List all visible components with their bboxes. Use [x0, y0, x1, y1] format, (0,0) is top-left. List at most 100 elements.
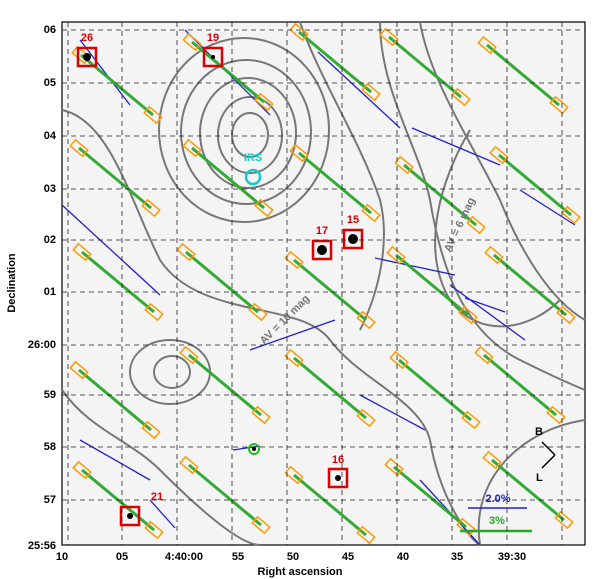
blue-vector — [374, 257, 456, 276]
error-box — [458, 305, 478, 325]
compass: B L — [535, 426, 556, 484]
error-box — [141, 420, 161, 440]
y-tick-label: 59 — [44, 389, 56, 401]
green-vector — [188, 353, 262, 417]
y-tick-label: 03 — [44, 183, 56, 195]
error-box — [254, 198, 274, 218]
error-box — [556, 305, 576, 325]
error-box — [461, 410, 481, 430]
x-tick-label: 10 — [56, 551, 68, 563]
error-box — [384, 457, 404, 477]
error-box — [284, 465, 304, 485]
source-label: 15 — [347, 214, 359, 226]
error-box — [289, 22, 309, 42]
green-vector — [403, 163, 477, 227]
green-vector — [398, 358, 472, 422]
error-box — [182, 32, 202, 52]
green-vector — [483, 353, 557, 417]
error-box — [489, 145, 509, 165]
source-labels: 26 19 17 15 16 21 IRS — [81, 32, 359, 503]
green-vector — [486, 43, 560, 107]
error-box — [289, 143, 309, 163]
source-label: 16 — [332, 454, 344, 466]
y-tick-label: 58 — [44, 441, 56, 453]
blue-vector — [61, 204, 161, 296]
green-vector — [498, 153, 572, 217]
irs-label: IRS — [244, 152, 262, 164]
source-label: 19 — [207, 32, 219, 44]
green-vector — [293, 356, 367, 420]
error-box — [554, 510, 574, 530]
y-axis-label: Declination — [6, 253, 18, 313]
error-box — [141, 198, 161, 218]
green-vector — [293, 258, 367, 322]
green-vector — [388, 35, 462, 99]
error-box — [251, 405, 271, 425]
source-label: 26 — [81, 32, 93, 44]
source-label: 17 — [316, 225, 328, 237]
blue-vector — [449, 284, 526, 341]
y-tick-label: 02 — [44, 234, 56, 246]
green-vector — [395, 253, 469, 317]
blue-vector — [317, 51, 401, 129]
green-vector — [78, 368, 152, 432]
error-box — [379, 27, 399, 47]
x-tick-label: 05 — [116, 551, 128, 563]
polarization-vectors — [61, 22, 581, 546]
y-tick-label: 01 — [44, 286, 56, 298]
error-box — [179, 345, 199, 365]
green-vector — [393, 465, 467, 529]
error-box — [144, 302, 164, 322]
scale-label: 2.0% — [485, 493, 510, 505]
error-box — [284, 250, 304, 270]
x-tick-label: 4:40:00 — [165, 551, 203, 563]
error-box — [451, 87, 471, 107]
y-tick-label: 05 — [44, 77, 56, 89]
y-tick-label: 04 — [44, 130, 57, 142]
compass-label: B — [535, 426, 543, 438]
error-box — [474, 345, 494, 365]
x-tick-label: 35 — [451, 551, 463, 563]
error-box — [69, 138, 89, 158]
blue-vector — [411, 127, 501, 166]
error-box — [254, 92, 274, 112]
blue-vector — [149, 499, 176, 529]
x-axis-label: Right ascension — [258, 566, 343, 578]
error-box — [72, 242, 92, 262]
x-tick-label: 50 — [287, 551, 299, 563]
error-box — [356, 310, 376, 330]
error-box — [179, 455, 199, 475]
sources — [76, 46, 364, 527]
error-box — [144, 520, 164, 540]
error-box — [561, 205, 581, 225]
green-vector — [493, 253, 567, 317]
source-label: 21 — [151, 491, 163, 503]
green-vector — [185, 250, 259, 314]
error-box — [143, 105, 163, 125]
error-box — [284, 348, 304, 368]
error-box — [386, 245, 406, 265]
green-vector — [78, 146, 152, 210]
error-box — [482, 450, 502, 470]
blue-vector — [359, 394, 426, 431]
y-tick-label: 25:56 — [28, 540, 56, 552]
error-box — [356, 408, 376, 428]
error-box — [361, 82, 381, 102]
green-vector — [293, 473, 367, 537]
x-tick-label: 45 — [342, 551, 354, 563]
error-box — [248, 302, 268, 322]
green-vector — [191, 146, 265, 210]
error-box — [72, 460, 92, 480]
green-vector — [491, 458, 565, 522]
x-tick-label: 39:30 — [498, 551, 526, 563]
compass-label: L — [536, 472, 543, 484]
error-box — [361, 203, 381, 223]
scale-label: 3% — [489, 515, 505, 527]
error-box — [549, 95, 569, 115]
error-box — [69, 360, 89, 380]
green-vector — [298, 30, 372, 94]
x-tick-label: 55 — [232, 551, 244, 563]
y-tick-label: 06 — [44, 24, 56, 36]
error-box — [394, 155, 414, 175]
